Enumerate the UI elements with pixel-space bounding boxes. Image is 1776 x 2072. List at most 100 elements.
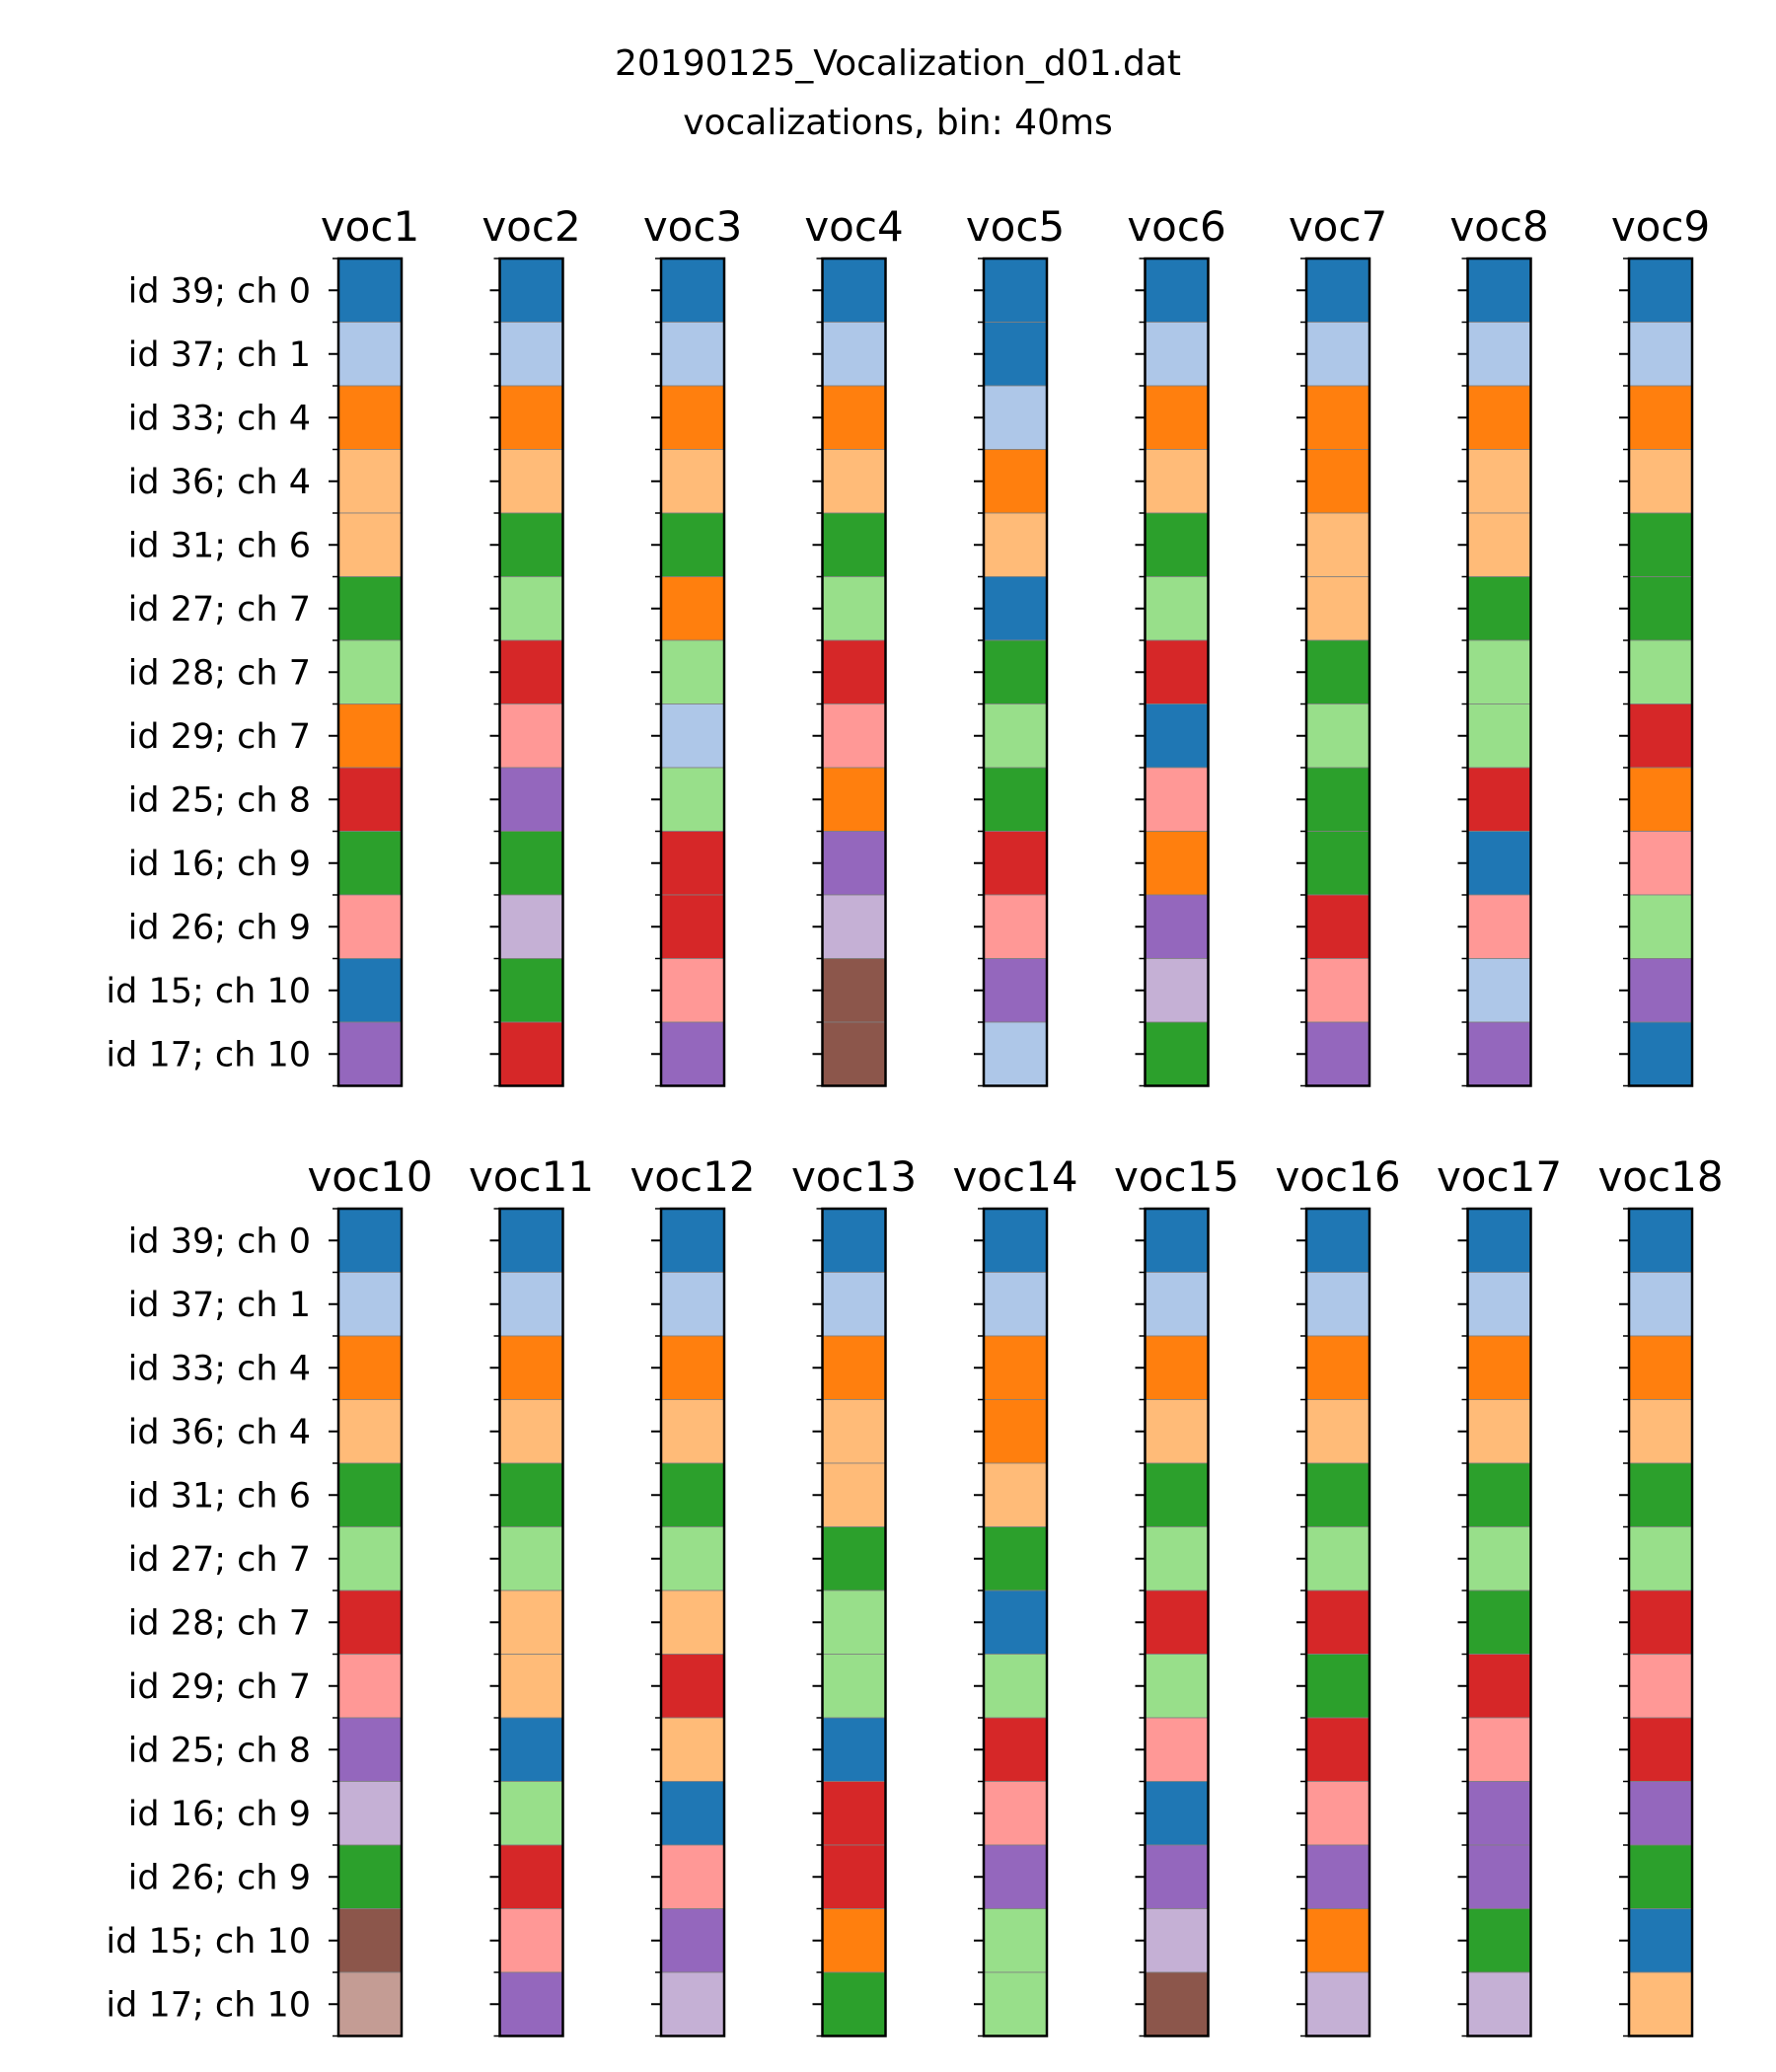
heatmap-cell: [660, 958, 725, 1023]
column-title: voc12: [629, 1152, 755, 1201]
heatmap-cell: [1305, 1335, 1370, 1400]
heatmap-cell: [1628, 449, 1693, 514]
row-label: id 16; ch 9: [128, 1795, 311, 1834]
row-label: id 37; ch 1: [128, 1286, 311, 1325]
heatmap-cell: [660, 1399, 725, 1464]
heatmap-cell: [822, 1272, 886, 1337]
heatmap-cell: [1305, 767, 1370, 832]
heatmap-cell: [1628, 1717, 1693, 1782]
heatmap-cell: [1628, 258, 1693, 323]
heatmap-cell: [1145, 1590, 1209, 1655]
heatmap-cell: [660, 1335, 725, 1400]
heatmap-cell: [337, 1717, 403, 1782]
heatmap-cell: [1467, 703, 1531, 769]
heatmap-cell: [337, 1462, 403, 1527]
heatmap-column: voc9: [1611, 202, 1710, 1087]
heatmap-cell: [337, 1654, 403, 1719]
heatmap-cell: [1305, 1021, 1370, 1086]
heatmap-cell: [499, 894, 563, 959]
heatmap-cell: [1628, 385, 1693, 450]
heatmap-cell: [1467, 639, 1531, 704]
heatmap-cell: [1628, 512, 1693, 577]
heatmap-cell: [337, 767, 403, 832]
heatmap-cell: [1305, 1526, 1370, 1591]
heatmap-cell: [1628, 1971, 1693, 2036]
column-title: voc10: [307, 1152, 432, 1201]
heatmap-cell: [1628, 1526, 1693, 1591]
heatmap-cell: [1628, 831, 1693, 896]
heatmap-cell: [499, 1717, 563, 1782]
heatmap-cell: [660, 767, 725, 832]
row-label: id 16; ch 9: [128, 845, 311, 884]
heatmap-cell: [1305, 958, 1370, 1023]
heatmap-cell: [983, 1335, 1048, 1400]
column-title: voc6: [1127, 202, 1225, 251]
heatmap-cell: [660, 1021, 725, 1086]
heatmap-cell: [1145, 322, 1209, 387]
heatmap-column: voc13: [791, 1152, 917, 2037]
heatmap-cell: [983, 322, 1048, 387]
column-title: voc11: [469, 1152, 594, 1201]
heatmap-cell: [1628, 1208, 1693, 1273]
heatmap-cell: [1628, 322, 1693, 387]
heatmap-cell: [660, 258, 725, 323]
row-label: id 36; ch 4: [128, 463, 311, 502]
heatmap-cell: [337, 1908, 403, 1973]
heatmap-cell: [337, 1021, 403, 1086]
row-label: id 29; ch 7: [128, 1667, 311, 1707]
heatmap-column: voc12: [629, 1152, 756, 2037]
row-label: id 25; ch 8: [128, 780, 311, 820]
heatmap-column: voc8: [1449, 202, 1549, 1087]
heatmap-cell: [499, 512, 563, 577]
heatmap-cell: [660, 1844, 725, 1909]
column-title: voc17: [1437, 1152, 1562, 1201]
heatmap-cell: [499, 1590, 563, 1655]
row-label: id 27; ch 7: [128, 1540, 311, 1580]
heatmap-cell: [337, 1399, 403, 1464]
heatmap-panel: voc10 voc11 voc12 voc13 voc14 voc15 voc16 voc17…: [106, 1152, 1724, 2037]
heatmap-cell: [1467, 767, 1531, 832]
heatmap-column: voc11: [469, 1152, 594, 2037]
figure-title: 20190125_Vocalization_d01.dat: [615, 43, 1181, 84]
heatmap-cell: [1467, 512, 1531, 577]
heatmap-column: voc16: [1275, 1152, 1401, 2037]
heatmap-cell: [1628, 1335, 1693, 1400]
column-title: voc18: [1597, 1152, 1723, 1201]
row-label: id 31; ch 6: [128, 526, 311, 565]
heatmap-cell: [822, 703, 886, 769]
heatmap-cell: [1305, 576, 1370, 641]
heatmap-cell: [822, 322, 886, 387]
column-title: voc5: [966, 202, 1065, 251]
heatmap-cell: [1628, 1590, 1693, 1655]
column-title: voc13: [791, 1152, 917, 1201]
heatmap-cell: [1467, 1021, 1531, 1086]
heatmap-cell: [337, 1208, 403, 1273]
column-title: voc3: [643, 202, 742, 251]
row-label: id 33; ch 4: [128, 1349, 311, 1388]
heatmap-cell: [822, 1526, 886, 1591]
heatmap-cell: [983, 1021, 1048, 1086]
heatmap-cell: [822, 449, 886, 514]
heatmap-cell: [1145, 958, 1209, 1023]
heatmap-cell: [983, 703, 1048, 769]
heatmap-cell: [1145, 831, 1209, 896]
heatmap-cell: [660, 1526, 725, 1591]
heatmap-cell: [1145, 512, 1209, 577]
heatmap-cell: [1628, 767, 1693, 832]
heatmap-cell: [660, 385, 725, 450]
heatmap-cell: [822, 512, 886, 577]
heatmap-cell: [1628, 1462, 1693, 1527]
heatmap-cell: [822, 1590, 886, 1655]
heatmap-cell: [983, 767, 1048, 832]
row-label: id 31; ch 6: [128, 1476, 311, 1516]
heatmap-cell: [1628, 1908, 1693, 1973]
heatmap-cell: [1628, 1781, 1693, 1846]
heatmap-cell: [822, 831, 886, 896]
heatmap-cell: [822, 1208, 886, 1273]
heatmap-cell: [1628, 958, 1693, 1023]
heatmap-cell: [822, 1908, 886, 1973]
heatmap-cell: [337, 322, 403, 387]
heatmap-cell: [1467, 1526, 1531, 1591]
row-label: id 36; ch 4: [128, 1413, 311, 1452]
